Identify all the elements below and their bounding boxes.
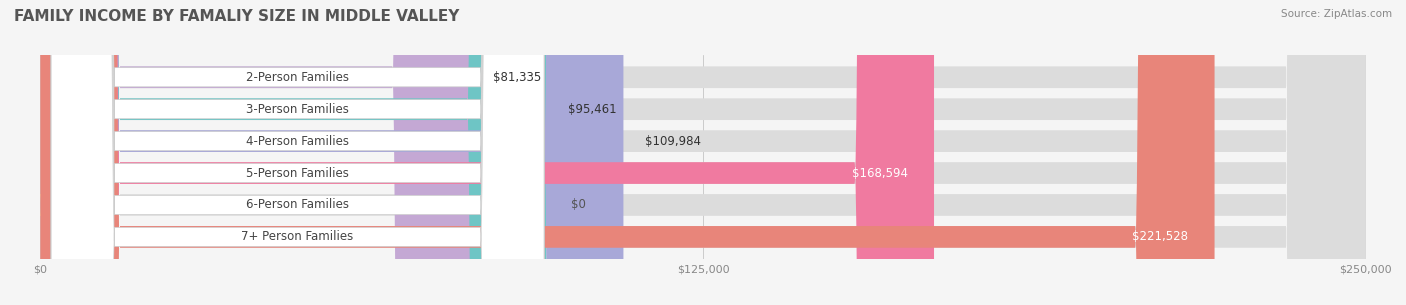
FancyBboxPatch shape bbox=[51, 0, 544, 305]
FancyBboxPatch shape bbox=[51, 0, 544, 305]
FancyBboxPatch shape bbox=[41, 0, 1365, 305]
Text: 4-Person Families: 4-Person Families bbox=[246, 135, 349, 148]
FancyBboxPatch shape bbox=[51, 0, 544, 305]
FancyBboxPatch shape bbox=[41, 0, 83, 305]
Text: 2-Person Families: 2-Person Families bbox=[246, 71, 349, 84]
Text: 6-Person Families: 6-Person Families bbox=[246, 199, 349, 211]
FancyBboxPatch shape bbox=[41, 0, 1365, 305]
Text: $95,461: $95,461 bbox=[568, 103, 616, 116]
Text: 3-Person Families: 3-Person Families bbox=[246, 103, 349, 116]
FancyBboxPatch shape bbox=[41, 0, 547, 305]
Text: $221,528: $221,528 bbox=[1132, 230, 1188, 243]
FancyBboxPatch shape bbox=[41, 0, 934, 305]
FancyBboxPatch shape bbox=[51, 0, 544, 305]
FancyBboxPatch shape bbox=[51, 0, 544, 305]
FancyBboxPatch shape bbox=[41, 0, 1365, 305]
Text: FAMILY INCOME BY FAMALIY SIZE IN MIDDLE VALLEY: FAMILY INCOME BY FAMALIY SIZE IN MIDDLE … bbox=[14, 9, 460, 24]
Text: $0: $0 bbox=[571, 199, 585, 211]
Text: $168,594: $168,594 bbox=[852, 167, 907, 180]
Text: $81,335: $81,335 bbox=[492, 71, 541, 84]
FancyBboxPatch shape bbox=[41, 0, 1365, 305]
FancyBboxPatch shape bbox=[41, 0, 471, 305]
Text: 7+ Person Families: 7+ Person Families bbox=[242, 230, 354, 243]
FancyBboxPatch shape bbox=[41, 0, 1365, 305]
FancyBboxPatch shape bbox=[41, 0, 1365, 305]
FancyBboxPatch shape bbox=[41, 0, 623, 305]
Text: Source: ZipAtlas.com: Source: ZipAtlas.com bbox=[1281, 9, 1392, 19]
Text: $109,984: $109,984 bbox=[644, 135, 700, 148]
FancyBboxPatch shape bbox=[51, 0, 544, 305]
Text: 5-Person Families: 5-Person Families bbox=[246, 167, 349, 180]
FancyBboxPatch shape bbox=[41, 0, 1215, 305]
